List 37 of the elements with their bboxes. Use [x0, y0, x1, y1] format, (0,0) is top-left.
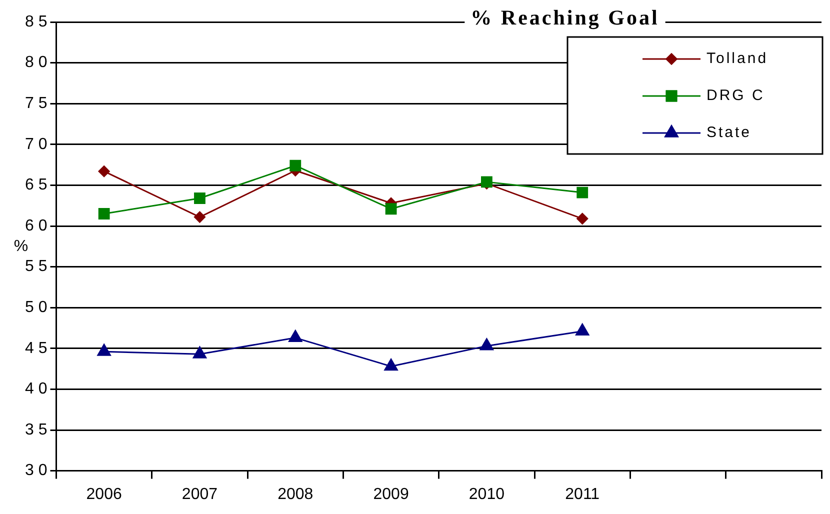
y-tick-label: 5 5 [24, 258, 48, 276]
point [576, 212, 588, 224]
x-tick-label: 2009 [373, 486, 409, 503]
y-tick-label: 7 5 [24, 95, 48, 112]
y-tick-label: 8 5 [24, 13, 48, 30]
point [384, 358, 398, 371]
x-tick-label: 2011 [565, 486, 600, 503]
point [576, 324, 590, 336]
legend-label: Tolland [706, 50, 768, 68]
point [98, 166, 110, 178]
y-tick-label: 4 0 [24, 380, 48, 398]
point [290, 160, 302, 172]
point [194, 192, 206, 204]
chart-title: % Reaching Goal [470, 5, 660, 30]
y-tick-label: 3 5 [24, 421, 48, 438]
y-tick-label: 5 0 [24, 299, 48, 316]
point [194, 211, 206, 223]
y-axis-title: % [14, 238, 28, 255]
legend-label: DRG C [706, 87, 765, 104]
x-tick-label: 2007 [182, 486, 218, 503]
x-tick-label: 2008 [278, 486, 314, 503]
point [576, 186, 588, 198]
y-tick-label: 4 5 [24, 340, 48, 357]
point [98, 208, 110, 220]
point [480, 338, 494, 350]
x-tick-label: 2010 [468, 486, 505, 503]
y-tick-label: 8 0 [24, 54, 48, 72]
point [192, 346, 207, 358]
y-tick-label: 3 0 [24, 462, 48, 480]
point [288, 330, 302, 342]
y-tick-label: 6 5 [24, 176, 48, 194]
x-tick-label: 2006 [86, 486, 122, 503]
point [97, 344, 111, 356]
point [385, 203, 397, 215]
legend-label: State [706, 124, 752, 142]
y-tick-label: 6 0 [24, 217, 48, 234]
y-tick-label: 7 0 [24, 136, 48, 153]
